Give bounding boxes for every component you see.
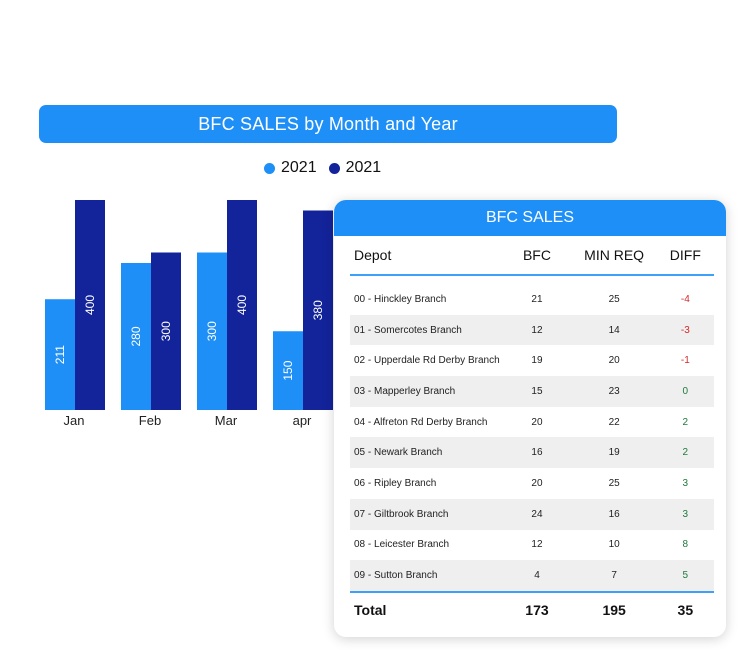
table-row: 00 - Hinckley Branch 21 25 -4: [350, 284, 714, 315]
total-min-req: 195: [602, 601, 626, 618]
cell-depot: 07 - Giltbrook Branch: [354, 508, 449, 520]
cell-diff: -1: [680, 355, 690, 367]
table-row: 07 - Giltbrook Branch 24 16 3: [350, 498, 714, 530]
cell-diff: 3: [682, 477, 689, 489]
cell-min-req: 20: [608, 355, 620, 367]
cell-bfc: 24: [531, 508, 543, 520]
x-tick-label-feb: Feb: [139, 413, 161, 428]
column-header-min-req: MIN REQ: [584, 247, 645, 263]
cell-diff: 2: [682, 447, 689, 459]
cell-bfc: 12: [531, 539, 543, 551]
bar-jan-series-1: [45, 299, 75, 410]
cell-min-req: 16: [608, 508, 620, 520]
cell-diff: 0: [682, 385, 689, 397]
total-diff: 35: [677, 601, 694, 618]
data-label-jan-series-1: 211: [53, 345, 67, 364]
data-label-feb-series-1: 280: [129, 326, 143, 346]
cell-min-req: 23: [608, 385, 620, 397]
table-row: 01 - Somercotes Branch 12 14 -3: [350, 314, 714, 346]
column-header-depot: Depot: [354, 247, 392, 263]
cell-bfc: 19: [531, 355, 543, 367]
total-label: Total: [354, 601, 387, 618]
cell-depot: 04 - Alfreton Rd Derby Branch: [354, 416, 488, 428]
data-label-feb-series-2: 300: [159, 321, 173, 341]
data-label-jan-series-2: 400: [83, 295, 97, 315]
x-tick-label-jan: Jan: [64, 413, 85, 428]
data-label-mar-series-1: 300: [205, 321, 219, 341]
cell-depot: 03 - Mapperley Branch: [354, 385, 456, 397]
total-bfc: 173: [525, 601, 549, 618]
cell-depot: 09 - Sutton Branch: [354, 570, 438, 582]
column-header-diff: DIFF: [669, 247, 701, 263]
table-row: 04 - Alfreton Rd Derby Branch 20 22 2: [350, 407, 714, 438]
cell-min-req: 19: [608, 447, 620, 459]
legend-item-series-2: 2021: [328, 159, 382, 177]
chart-legend: 2021 2021: [264, 158, 381, 178]
cell-depot: 00 - Hinckley Branch: [354, 293, 447, 305]
cell-depot: 06 - Ripley Branch: [354, 477, 437, 489]
table-title: BFC SALES: [334, 200, 726, 236]
cell-diff: 2: [682, 416, 689, 428]
table-row: 05 - Newark Branch 16 19 2: [350, 437, 714, 469]
bar-mar-series-2: [227, 200, 257, 410]
cell-depot: 01 - Somercotes Branch: [354, 324, 462, 336]
cell-bfc: 16: [531, 447, 543, 459]
table-row: 06 - Ripley Branch 20 25 3: [350, 468, 714, 499]
legend-label-series-1: 2021: [281, 159, 317, 176]
cell-diff: 5: [682, 570, 689, 582]
legend-item-series-1: 2021: [264, 159, 317, 177]
table-row: 08 - Leicester Branch 12 10 8: [350, 530, 714, 561]
x-tick-label-apr: apr: [293, 413, 312, 428]
sales-table: Depot BFC MIN REQ DIFF 00 - Hinckley Bra…: [350, 236, 714, 627]
legend-swatch-series-1: [264, 162, 275, 174]
cell-min-req: 22: [608, 416, 620, 428]
cell-bfc: 12: [531, 324, 543, 336]
table-row: 09 - Sutton Branch 4 7 5: [350, 560, 714, 591]
cell-min-req: 25: [608, 293, 620, 305]
cell-min-req: 14: [608, 324, 620, 336]
legend-swatch-series-2: [328, 162, 340, 174]
cell-bfc: 20: [531, 477, 543, 489]
cell-diff: 3: [682, 508, 689, 520]
cell-depot: 05 - Newark Branch: [354, 447, 443, 459]
bar-jan-series-2: [75, 200, 105, 410]
cell-bfc: 21: [531, 293, 543, 305]
chart-title: BFC SALES by Month and Year: [39, 105, 617, 143]
cell-bfc: 4: [534, 570, 540, 582]
cell-min-req: 7: [611, 570, 617, 582]
table-row: 03 - Mapperley Branch 15 23 0: [350, 376, 714, 407]
bar-feb-series-2: [151, 252, 181, 410]
bar-apr-series-1: [273, 331, 303, 410]
cell-diff: -4: [680, 293, 690, 305]
legend-label-series-2: 2021: [345, 159, 382, 176]
table-total-row: Total 173 195 35: [350, 590, 714, 627]
table-body: 00 - Hinckley Branch 21 25 -4 01 - Somercote…: [350, 284, 714, 591]
cell-diff: 8: [682, 539, 689, 551]
cell-diff: -3: [680, 324, 690, 336]
bar-mar-series-1: [197, 252, 227, 410]
cell-min-req: 10: [608, 539, 620, 551]
data-label-mar-series-2: 400: [235, 295, 249, 315]
table-row: 02 - Upperdale Rd Derby Branch 19 20 -1: [350, 345, 714, 376]
table-header-row: Depot BFC MIN REQ DIFF: [350, 236, 714, 276]
column-header-bfc: BFC: [522, 247, 551, 263]
x-tick-label-mar: Mar: [215, 413, 238, 428]
sales-table-card: BFC SALES Depot BFC MIN REQ DIFF 00 - Hi…: [334, 200, 726, 637]
data-label-apr-series-1: 150: [281, 360, 295, 380]
cell-bfc: 20: [531, 416, 543, 428]
cell-depot: 08 - Leicester Branch: [354, 539, 450, 551]
bar-feb-series-1: [121, 263, 151, 410]
cell-bfc: 15: [531, 385, 543, 397]
cell-min-req: 25: [608, 477, 620, 489]
bar-apr-series-2: [303, 210, 333, 410]
data-label-apr-series-2: 380: [311, 300, 325, 320]
cell-depot: 02 - Upperdale Rd Derby Branch: [354, 355, 500, 367]
